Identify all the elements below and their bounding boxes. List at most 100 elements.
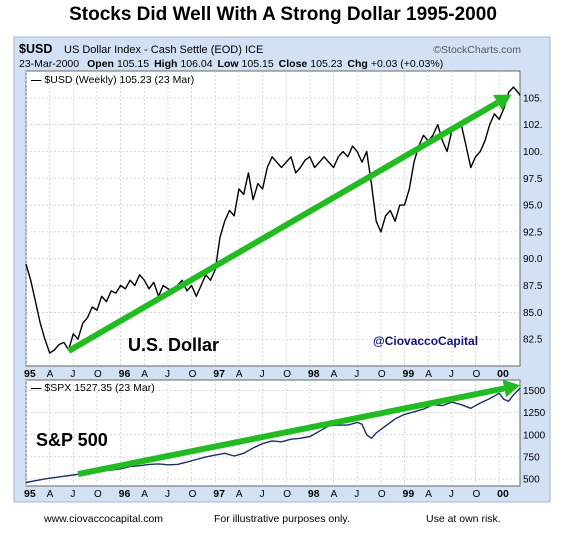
header-description: US Dollar Index - Cash Settle (EOD) ICE <box>64 44 263 56</box>
usd-x-month-label: J <box>260 369 265 380</box>
usd-y-tick-label: 102. <box>523 120 542 131</box>
high-label: High <box>154 58 177 70</box>
usd-y-tick-label: 82.5 <box>523 335 543 346</box>
footer-disclaimer: For illustrative purposes only. <box>214 513 350 525</box>
usd-gridlines <box>25 71 520 366</box>
usd-y-tick-label: 87.5 <box>523 281 543 292</box>
spx-y-axis: 500 750 1000 1250 1500 <box>523 386 546 485</box>
usd-x-year-label: 95 <box>24 368 36 380</box>
header-symbol: $USD <box>19 42 52 56</box>
usd-x-month-label: A <box>425 369 432 380</box>
header-exchange: ICE <box>245 44 263 56</box>
chg-value: +0.03 (+0.03%) <box>371 58 443 70</box>
usd-x-month-label: J <box>165 369 170 380</box>
spx-x-month-label: A <box>236 489 243 500</box>
usd-x-axis: 95 96 97 98 99 00 A J O A J O A J O A J O A J O <box>24 368 509 380</box>
usd-x-month-label: J <box>449 369 454 380</box>
high-value: 106.04 <box>180 58 212 70</box>
spx-y-tick-label: 1250 <box>523 408 546 419</box>
spx-x-month-label: O <box>94 489 102 500</box>
spx-y-tick-label: 500 <box>523 474 540 485</box>
spx-trend-arrow <box>77 379 520 478</box>
usd-arrow-shaft <box>67 100 500 354</box>
spx-legend-swatch: — <box>31 382 42 394</box>
header-source: ©StockCharts.com <box>433 44 521 56</box>
open-value: 105.15 <box>117 58 149 70</box>
usd-arrow-head <box>493 94 512 111</box>
usd-legend: — $USD (Weekly) 105.23 (23 Mar) <box>31 74 194 86</box>
usd-y-tick-label: 100. <box>523 147 542 158</box>
usd-x-year-label: 97 <box>213 368 225 380</box>
header-description-text: US Dollar Index - Cash Settle (EOD) <box>64 44 242 56</box>
spx-arrow-shaft <box>77 385 505 478</box>
spx-y-tick-label: 1000 <box>523 430 546 441</box>
usd-x-year-label: 98 <box>308 368 320 380</box>
spx-gridlines <box>25 380 520 486</box>
usd-x-month-label: O <box>283 369 291 380</box>
close-value: 105.23 <box>310 58 342 70</box>
usd-x-month-label: O <box>94 369 102 380</box>
usd-x-month-label: J <box>70 369 75 380</box>
usd-legend-text: $USD (Weekly) 105.23 (23 Mar) <box>44 74 194 86</box>
spx-x-month-label: A <box>141 489 148 500</box>
usd-x-month-label: O <box>473 369 481 380</box>
spx-x-month-label: A <box>331 489 338 500</box>
spx-x-month-label: A <box>47 489 54 500</box>
spx-x-month-label: O <box>378 489 386 500</box>
usd-x-month-label: O <box>378 369 386 380</box>
usd-y-tick-label: 92.5 <box>523 227 543 238</box>
close-label: Close <box>279 58 308 70</box>
usd-x-year-label: 96 <box>119 368 131 380</box>
usd-y-tick-label: 95.0 <box>523 201 543 212</box>
usd-x-month-label: J <box>354 369 359 380</box>
usd-y-tick-label: 105. <box>523 93 542 104</box>
spx-x-year-label: 99 <box>403 488 415 500</box>
spx-x-year-label: 95 <box>24 488 36 500</box>
spx-x-month-label: O <box>283 489 291 500</box>
chg-label: Chg <box>347 58 367 70</box>
open-label: Open <box>87 58 114 70</box>
spx-x-month-label: J <box>449 489 454 500</box>
spx-x-month-label: J <box>165 489 170 500</box>
spx-legend-text: $SPX 1527.35 (23 Mar) <box>44 382 154 394</box>
usd-x-year-label: 99 <box>403 368 415 380</box>
spx-x-year-label: 00 <box>497 488 509 500</box>
spx-legend: — $SPX 1527.35 (23 Mar) <box>31 382 155 394</box>
spx-x-year-label: 96 <box>119 488 131 500</box>
spx-x-month-label: J <box>70 489 75 500</box>
usd-x-month-label: O <box>189 369 197 380</box>
spx-x-year-label: 98 <box>308 488 320 500</box>
usd-x-month-label: A <box>236 369 243 380</box>
usd-x-month-label: A <box>331 369 338 380</box>
page-title: Stocks Did Well With A Strong Dollar 199… <box>69 4 497 25</box>
usd-trend-arrow <box>67 94 512 354</box>
usd-y-tick-label: 85.0 <box>523 308 543 319</box>
usd-y-tick-label: 97.5 <box>523 174 543 185</box>
spx-annotation: S&P 500 <box>36 430 108 450</box>
spx-x-month-label: A <box>425 489 432 500</box>
spx-x-axis: 95 96 97 98 99 00 A J O A J O A J O A J O A J O <box>24 488 509 500</box>
spx-arrow-head <box>502 379 520 398</box>
footer-risk: Use at own risk. <box>426 513 501 525</box>
usd-x-year-label: 00 <box>497 368 509 380</box>
spx-y-tick-label: 750 <box>523 452 540 463</box>
spx-x-month-label: O <box>473 489 481 500</box>
usd-x-month-label: A <box>141 369 148 380</box>
low-label: Low <box>218 58 240 70</box>
watermark-handle: @CiovaccoCapital <box>373 334 478 348</box>
spx-x-month-label: O <box>189 489 197 500</box>
header-date: 23-Mar-2000 <box>19 58 79 70</box>
usd-y-axis: 82.5 85.0 87.5 90.0 92.5 95.0 97.5 100. 102. 105. <box>523 93 543 345</box>
usd-x-month-label: A <box>47 369 54 380</box>
usd-plot-area <box>25 70 521 367</box>
spx-y-tick-label: 1500 <box>523 386 546 397</box>
usd-legend-swatch: — <box>31 74 42 86</box>
footer-website: www.ciovaccocapital.com <box>44 513 164 525</box>
spx-x-year-label: 97 <box>213 488 225 500</box>
usd-annotation: U.S. Dollar <box>128 335 219 355</box>
spx-x-month-label: J <box>260 489 265 500</box>
header-quote-line: 23-Mar-2000 Open 105.15 High 106.04 Low 105.15… <box>19 58 443 70</box>
low-value: 105.15 <box>242 58 274 70</box>
usd-y-tick-label: 90.0 <box>523 254 543 265</box>
